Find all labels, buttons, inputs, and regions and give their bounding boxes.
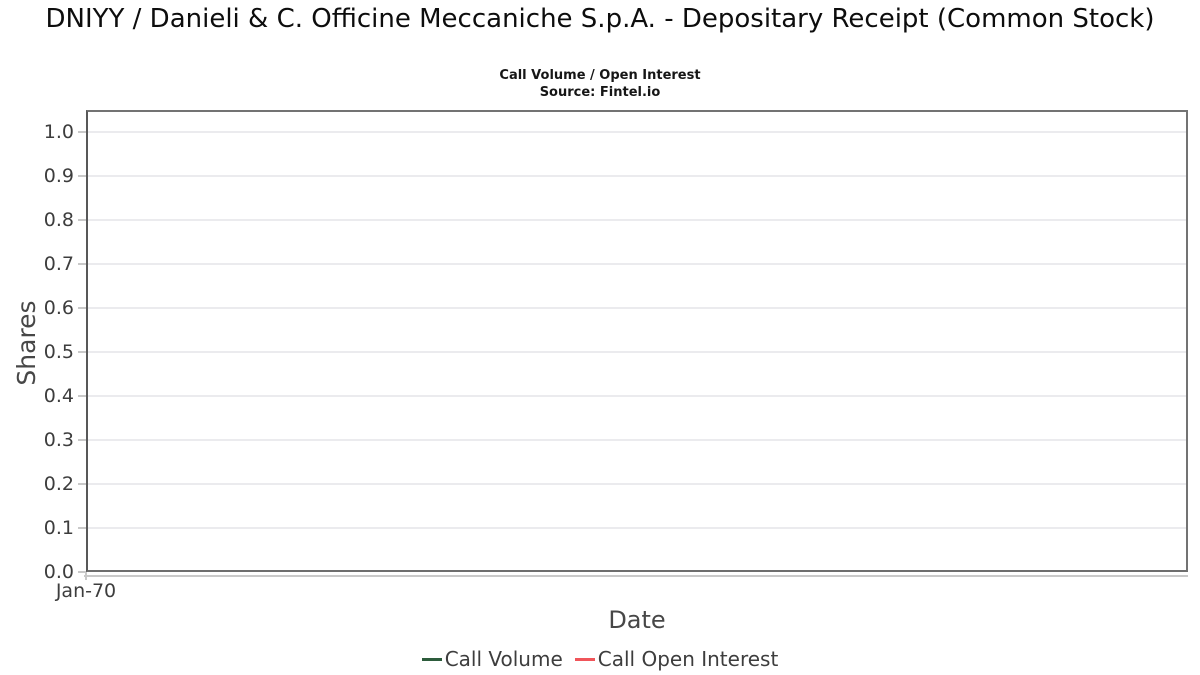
y-tick-mark (78, 307, 86, 309)
gridline (88, 439, 1186, 441)
legend-label: Call Volume (444, 647, 563, 671)
y-tick-label: 0.2 (43, 473, 74, 495)
chart-subtitle: Call Volume / Open Interest (499, 68, 701, 83)
x-tick-mark (85, 572, 87, 580)
y-tick-label: 0.8 (43, 209, 74, 231)
y-tick-mark (78, 263, 86, 265)
y-tick-mark (78, 395, 86, 397)
plot-area (86, 110, 1188, 572)
y-tick-label: 0.4 (43, 385, 74, 407)
gridline (88, 219, 1186, 221)
legend-item-call-volume: Call Volume (421, 647, 563, 671)
x-tick-label: Jan-70 (55, 580, 117, 602)
chart-title: DNIYY / Danieli & C. Officine Meccaniche… (45, 4, 1155, 34)
gridline (88, 395, 1186, 397)
y-tick-label: 0.3 (43, 429, 74, 451)
legend-line-swatch (421, 657, 442, 661)
y-tick-mark (78, 219, 86, 221)
gridline (88, 175, 1186, 177)
x-axis-line (84, 575, 1188, 577)
y-tick-label: 0.5 (43, 341, 74, 363)
legend-item-call-open-interest: Call Open Interest (574, 647, 779, 671)
y-tick-mark (78, 483, 86, 485)
y-tick-label: 0.1 (43, 517, 74, 539)
gridline (88, 307, 1186, 309)
y-tick-label: 0.9 (43, 165, 74, 187)
gridline (88, 131, 1186, 133)
y-tick-label: 1.0 (43, 121, 74, 143)
y-tick-label: 0.7 (43, 253, 74, 275)
y-tick-mark (78, 571, 86, 573)
chart-legend: Call Volume Call Open Interest (0, 645, 1200, 673)
legend-line-swatch (574, 657, 595, 661)
gridline (88, 263, 1186, 265)
y-tick-mark (78, 351, 86, 353)
y-tick-mark (78, 131, 86, 133)
chart-source: Source: Fintel.io (539, 85, 661, 100)
x-axis-label: Date (608, 606, 666, 634)
y-tick-mark (78, 439, 86, 441)
y-tick-label: 0.0 (43, 561, 74, 583)
gridline (88, 351, 1186, 353)
y-tick-label: 0.6 (43, 297, 74, 319)
gridline (88, 527, 1186, 529)
y-tick-mark (78, 175, 86, 177)
gridline (88, 483, 1186, 485)
legend-label: Call Open Interest (597, 647, 779, 671)
y-tick-mark (78, 527, 86, 529)
